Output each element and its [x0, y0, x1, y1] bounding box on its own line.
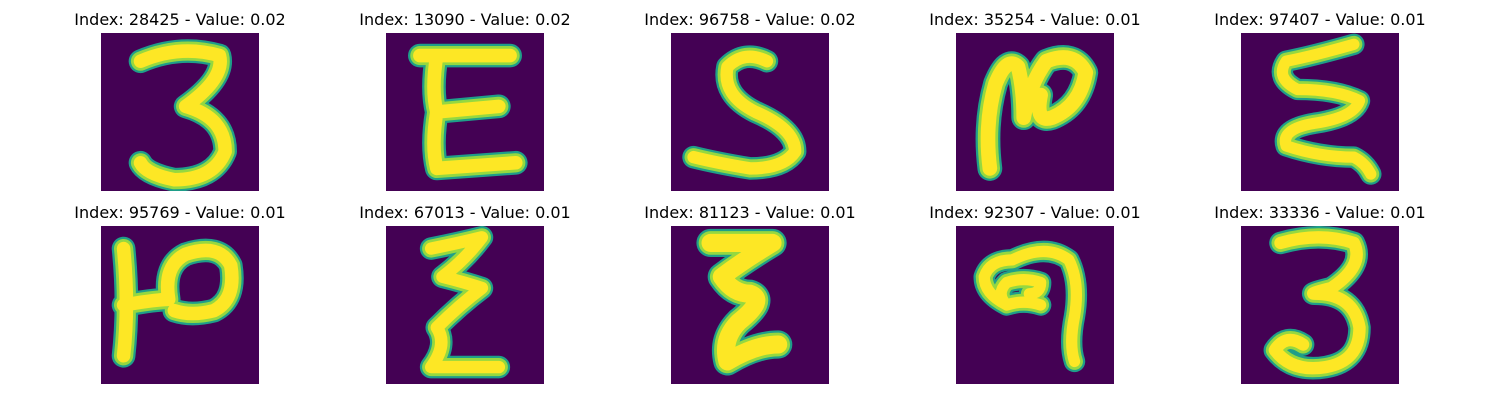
handwritten-glyph-image — [1241, 226, 1399, 384]
panel-title: Index: 28425 - Value: 0.02 — [74, 10, 286, 29]
panel-7: Index: 67013 - Value: 0.01 — [345, 203, 585, 384]
panel-title: Index: 95769 - Value: 0.01 — [74, 203, 286, 222]
panel-9: Index: 92307 - Value: 0.01 — [915, 203, 1155, 384]
panel-title: Index: 96758 - Value: 0.02 — [644, 10, 856, 29]
handwritten-glyph-image — [956, 33, 1114, 191]
panel-6: Index: 95769 - Value: 0.01 — [60, 203, 300, 384]
panel-2: Index: 13090 - Value: 0.02 — [345, 10, 585, 191]
panel-1: Index: 28425 - Value: 0.02 — [60, 10, 300, 191]
handwritten-glyph-image — [1241, 33, 1399, 191]
panel-title: Index: 97407 - Value: 0.01 — [1214, 10, 1426, 29]
panel-title: Index: 33336 - Value: 0.01 — [1214, 203, 1426, 222]
panel-4: Index: 35254 - Value: 0.01 — [915, 10, 1155, 191]
panel-10: Index: 33336 - Value: 0.01 — [1200, 203, 1440, 384]
panel-5: Index: 97407 - Value: 0.01 — [1200, 10, 1440, 191]
handwritten-glyph-image — [671, 226, 829, 384]
panel-title: Index: 13090 - Value: 0.02 — [359, 10, 571, 29]
panel-3: Index: 96758 - Value: 0.02 — [630, 10, 870, 191]
handwritten-glyph-image — [101, 33, 259, 191]
panel-title: Index: 35254 - Value: 0.01 — [929, 10, 1141, 29]
panel-title: Index: 92307 - Value: 0.01 — [929, 203, 1141, 222]
handwritten-glyph-image — [956, 226, 1114, 384]
panel-title: Index: 81123 - Value: 0.01 — [644, 203, 856, 222]
handwritten-glyph-image — [101, 226, 259, 384]
handwritten-glyph-image — [386, 33, 544, 191]
handwritten-glyph-image — [386, 226, 544, 384]
panel-8: Index: 81123 - Value: 0.01 — [630, 203, 870, 384]
panel-title: Index: 67013 - Value: 0.01 — [359, 203, 571, 222]
handwritten-glyph-image — [671, 33, 829, 191]
